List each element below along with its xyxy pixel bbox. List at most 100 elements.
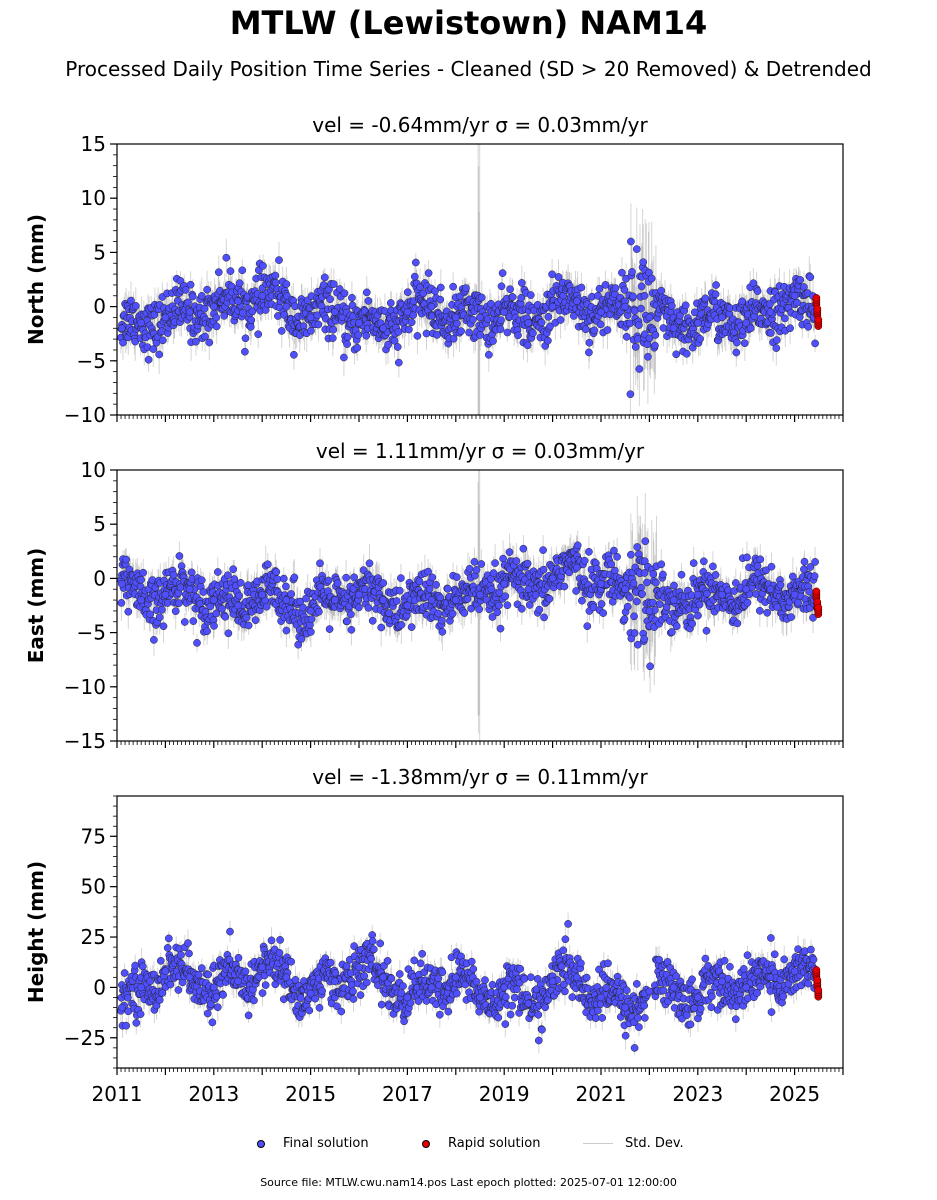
final-solution-point xyxy=(185,308,194,316)
final-solution-point xyxy=(403,288,412,297)
final-solution-point xyxy=(273,575,282,584)
final-solution-point xyxy=(307,326,315,335)
final-solution-point xyxy=(449,282,457,291)
final-solution-point xyxy=(117,324,126,333)
final-solution-point xyxy=(272,568,281,576)
final-solution-point xyxy=(682,349,691,358)
final-solution-point xyxy=(403,308,412,316)
final-solution-point xyxy=(432,580,440,589)
final-solution-point xyxy=(407,623,416,631)
final-solution-point xyxy=(271,271,280,280)
final-solution-point xyxy=(254,330,263,339)
final-solution-point xyxy=(517,279,526,287)
figure-subtitle: Processed Daily Position Time Series - C… xyxy=(65,57,872,81)
final-solution-point xyxy=(394,328,403,336)
final-solution-point xyxy=(738,297,747,306)
final-solution-point xyxy=(496,325,505,334)
final-solution-point xyxy=(780,314,789,323)
final-solution-point xyxy=(150,636,158,644)
final-solution-point xyxy=(630,307,639,315)
final-solution-point xyxy=(397,574,405,582)
final-solution-point xyxy=(210,622,218,630)
final-solution-point xyxy=(470,558,479,566)
final-solution-point xyxy=(681,301,690,310)
final-solution-point xyxy=(394,358,403,367)
final-solution-point xyxy=(319,281,328,289)
final-solution-point xyxy=(424,269,433,277)
final-solution-point xyxy=(221,612,230,621)
final-solution-point xyxy=(767,329,775,337)
final-solution-point xyxy=(629,292,637,301)
final-solution-point xyxy=(200,304,209,313)
final-solution-point xyxy=(350,573,358,582)
final-solution-point xyxy=(548,270,556,279)
final-solution-point xyxy=(790,291,799,300)
final-solution-point xyxy=(786,324,794,333)
final-solution-point xyxy=(668,302,676,310)
final-solution-point xyxy=(384,340,392,349)
final-solution-point xyxy=(192,337,200,346)
final-solution-point xyxy=(230,575,239,583)
final-solution-point xyxy=(307,615,316,624)
final-solution-point xyxy=(523,341,532,350)
final-solution-point xyxy=(627,237,635,246)
final-solution-point xyxy=(119,338,127,347)
final-solution-point xyxy=(498,269,507,277)
final-solution-point xyxy=(732,348,741,357)
y-axis-label: North (mm) xyxy=(24,214,48,345)
final-solution-point xyxy=(236,578,245,587)
final-solution-point xyxy=(214,268,223,277)
final-solution-point xyxy=(497,316,505,325)
final-solution-point xyxy=(226,267,235,275)
final-solution-point xyxy=(438,627,447,636)
final-solution-point xyxy=(209,302,218,311)
y-tick-label: −5 xyxy=(77,349,106,373)
final-solution-point xyxy=(424,567,432,576)
final-solution-point xyxy=(137,319,146,327)
final-solution-point xyxy=(621,302,630,311)
final-solution-point xyxy=(526,291,535,299)
final-solution-point xyxy=(514,331,522,340)
final-solution-point xyxy=(343,617,351,626)
final-solution-point xyxy=(753,287,762,295)
final-solution-point xyxy=(500,308,509,316)
final-solution-point xyxy=(499,554,507,563)
final-solution-point xyxy=(161,313,170,322)
final-solution-point xyxy=(379,579,388,587)
final-solution-point xyxy=(696,335,704,343)
final-solution-point xyxy=(465,564,474,573)
final-solution-point xyxy=(448,609,457,618)
final-solution-point xyxy=(131,302,140,310)
final-solution-point xyxy=(701,294,710,303)
final-solution-point xyxy=(348,293,356,302)
final-solution-point xyxy=(639,258,648,267)
final-solution-point xyxy=(438,616,446,625)
final-solution-point xyxy=(425,585,434,593)
final-solution-point xyxy=(525,601,534,609)
final-solution-point xyxy=(462,284,470,292)
final-solution-point xyxy=(315,607,323,616)
final-solution-point xyxy=(693,319,702,327)
final-solution-point xyxy=(307,628,315,636)
final-solution-point xyxy=(488,613,497,621)
final-solution-point xyxy=(306,313,315,322)
final-solution-point xyxy=(347,610,355,619)
final-solution-point xyxy=(144,355,153,364)
final-solution-point xyxy=(362,288,371,297)
final-solution-point xyxy=(340,353,348,362)
final-solution-point xyxy=(213,568,222,576)
final-solution-point xyxy=(539,546,547,554)
final-solution-point xyxy=(524,319,533,327)
final-solution-point xyxy=(294,640,303,649)
final-solution-point xyxy=(203,627,211,636)
rapid-solution-point xyxy=(813,304,822,313)
final-solution-point xyxy=(415,577,424,586)
final-solution-point xyxy=(364,297,373,305)
final-solution-point xyxy=(413,332,422,340)
final-solution-point xyxy=(806,273,815,282)
final-solution-point xyxy=(503,328,512,337)
final-solution-point xyxy=(290,350,298,359)
final-solution-point xyxy=(544,312,553,321)
final-solution-point xyxy=(468,315,477,324)
